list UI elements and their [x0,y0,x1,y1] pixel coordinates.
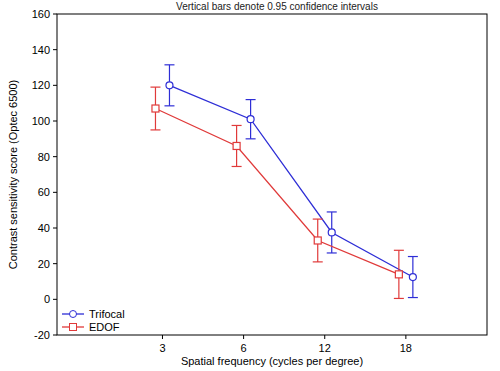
y-tick [53,228,57,229]
error-cap [408,297,418,298]
marker [409,274,416,281]
x-axis-label: Spatial frequency (cycles per degree) [181,355,363,367]
plot-area [150,65,417,299]
error-cap [164,64,174,65]
error-cap [408,256,418,257]
error-bar [150,87,160,130]
error-cap [327,211,337,212]
y-tick [53,335,57,336]
marker [395,271,402,278]
y-tick-label: 100 [32,115,50,127]
y-tick [53,85,57,86]
marker [328,229,335,236]
error-bar [394,250,404,298]
legend-entry: Trifocal [62,308,125,320]
error-cap [232,125,242,126]
title: Vertical bars denote 0.95 confidence int… [176,1,378,12]
y-tick [53,192,57,193]
legend-marker [70,311,77,318]
y-tick [53,299,57,300]
x-tick-label: 18 [400,342,412,354]
y-tick-label: 80 [38,151,50,163]
series-line [155,109,398,275]
legend-marker [70,324,77,331]
error-bar [408,257,418,298]
error-cap [327,252,337,253]
x-tick-label: 3 [159,342,165,354]
y-tick-label: 140 [32,44,50,56]
error-bar [313,219,323,262]
x-tick-label: 6 [241,342,247,354]
marker [314,237,321,244]
x-tick-label: 12 [319,342,331,354]
error-cap [394,298,404,299]
chart: Vertical bars denote 0.95 confidence int… [0,0,500,371]
y-tick-label: 0 [44,293,50,305]
legend-label: Trifocal [89,308,125,320]
y-tick-label: 160 [32,8,50,20]
legend-label: EDOF [89,321,120,333]
error-cap [313,261,323,262]
error-cap [246,99,256,100]
error-bar [164,65,174,106]
y-tick [53,49,57,50]
plot-frame [57,14,487,335]
y-tick-label: 40 [38,222,50,234]
error-cap [246,138,256,139]
legend-entry: EDOF [62,321,120,333]
y-tick-label: -20 [34,329,50,341]
marker [247,116,254,123]
error-cap [150,87,160,88]
y-axis-label: Contrast sensitivity score (Optec 6500) [7,80,19,270]
y-tick [53,121,57,122]
error-cap [313,218,323,219]
error-bar [232,125,242,166]
x-tick [405,335,406,339]
error-bar [246,100,256,139]
series-line [169,85,412,277]
x-tick [324,335,325,339]
x-tick [162,335,163,339]
error-cap [164,105,174,106]
y-tick-label: 60 [38,186,50,198]
x-tick [243,335,244,339]
y-tick-label: 20 [38,258,50,270]
marker [166,82,173,89]
y-tick [53,156,57,157]
marker [233,142,240,149]
error-cap [150,129,160,130]
error-cap [232,166,242,167]
error-cap [394,250,404,251]
marker [152,105,159,112]
y-tick [53,14,57,15]
y-tick-label: 120 [32,79,50,91]
y-tick [53,263,57,264]
